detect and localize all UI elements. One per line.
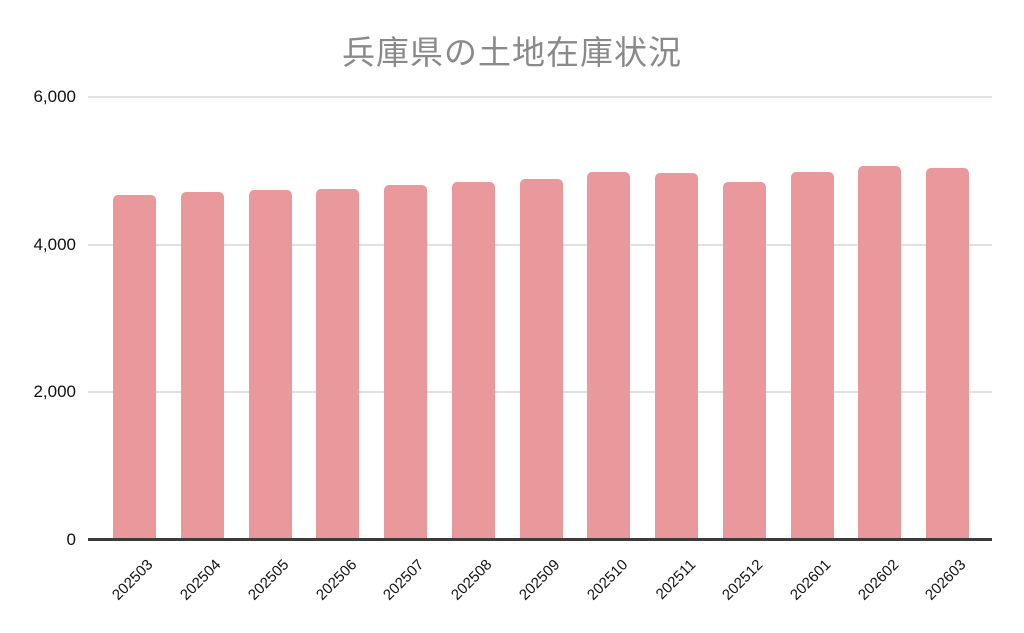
bar	[248, 190, 292, 540]
y-tick-label: 6,000	[33, 87, 76, 106]
bar	[519, 178, 563, 540]
bar	[384, 185, 427, 540]
x-tick-label: 202503	[109, 556, 157, 604]
x-tick-label: 202508	[448, 556, 496, 604]
bar	[113, 195, 156, 540]
x-tick-label: 202505	[244, 556, 293, 604]
bar	[858, 166, 902, 540]
x-tick-label: 202602	[854, 556, 903, 604]
x-axis-line	[88, 538, 992, 541]
y-axis-labels-group: 0 2,000 4,000 6,000	[0, 87, 76, 549]
bar	[316, 189, 360, 540]
plot-area: 202503 202504 202505 202506 202507 202508 2025…	[88, 96, 992, 604]
x-tick-label: 202504	[177, 556, 225, 604]
bar	[722, 181, 766, 540]
bar	[180, 191, 224, 540]
x-tick-label: 202603	[922, 556, 970, 604]
bar	[926, 168, 969, 540]
x-tick-label: 202511	[652, 556, 699, 603]
gridline	[88, 96, 992, 98]
y-tick-label: 0	[66, 530, 76, 549]
x-tick-label: 202601	[786, 556, 835, 604]
bar	[655, 172, 698, 540]
y-tick-label: 4,000	[33, 234, 76, 254]
x-tick-label: 202507	[380, 556, 428, 604]
chart-title: 兵庫県の土地在庫状況	[342, 34, 682, 71]
x-tick-label: 202512	[719, 556, 767, 604]
y-tick-label: 2,000	[33, 382, 76, 402]
bar	[587, 171, 631, 540]
x-tick-label: 202506	[312, 556, 361, 604]
bar	[451, 181, 495, 540]
x-tick-label: 202510	[583, 556, 632, 604]
x-tick-label: 202509	[515, 556, 564, 604]
bar	[790, 172, 834, 540]
